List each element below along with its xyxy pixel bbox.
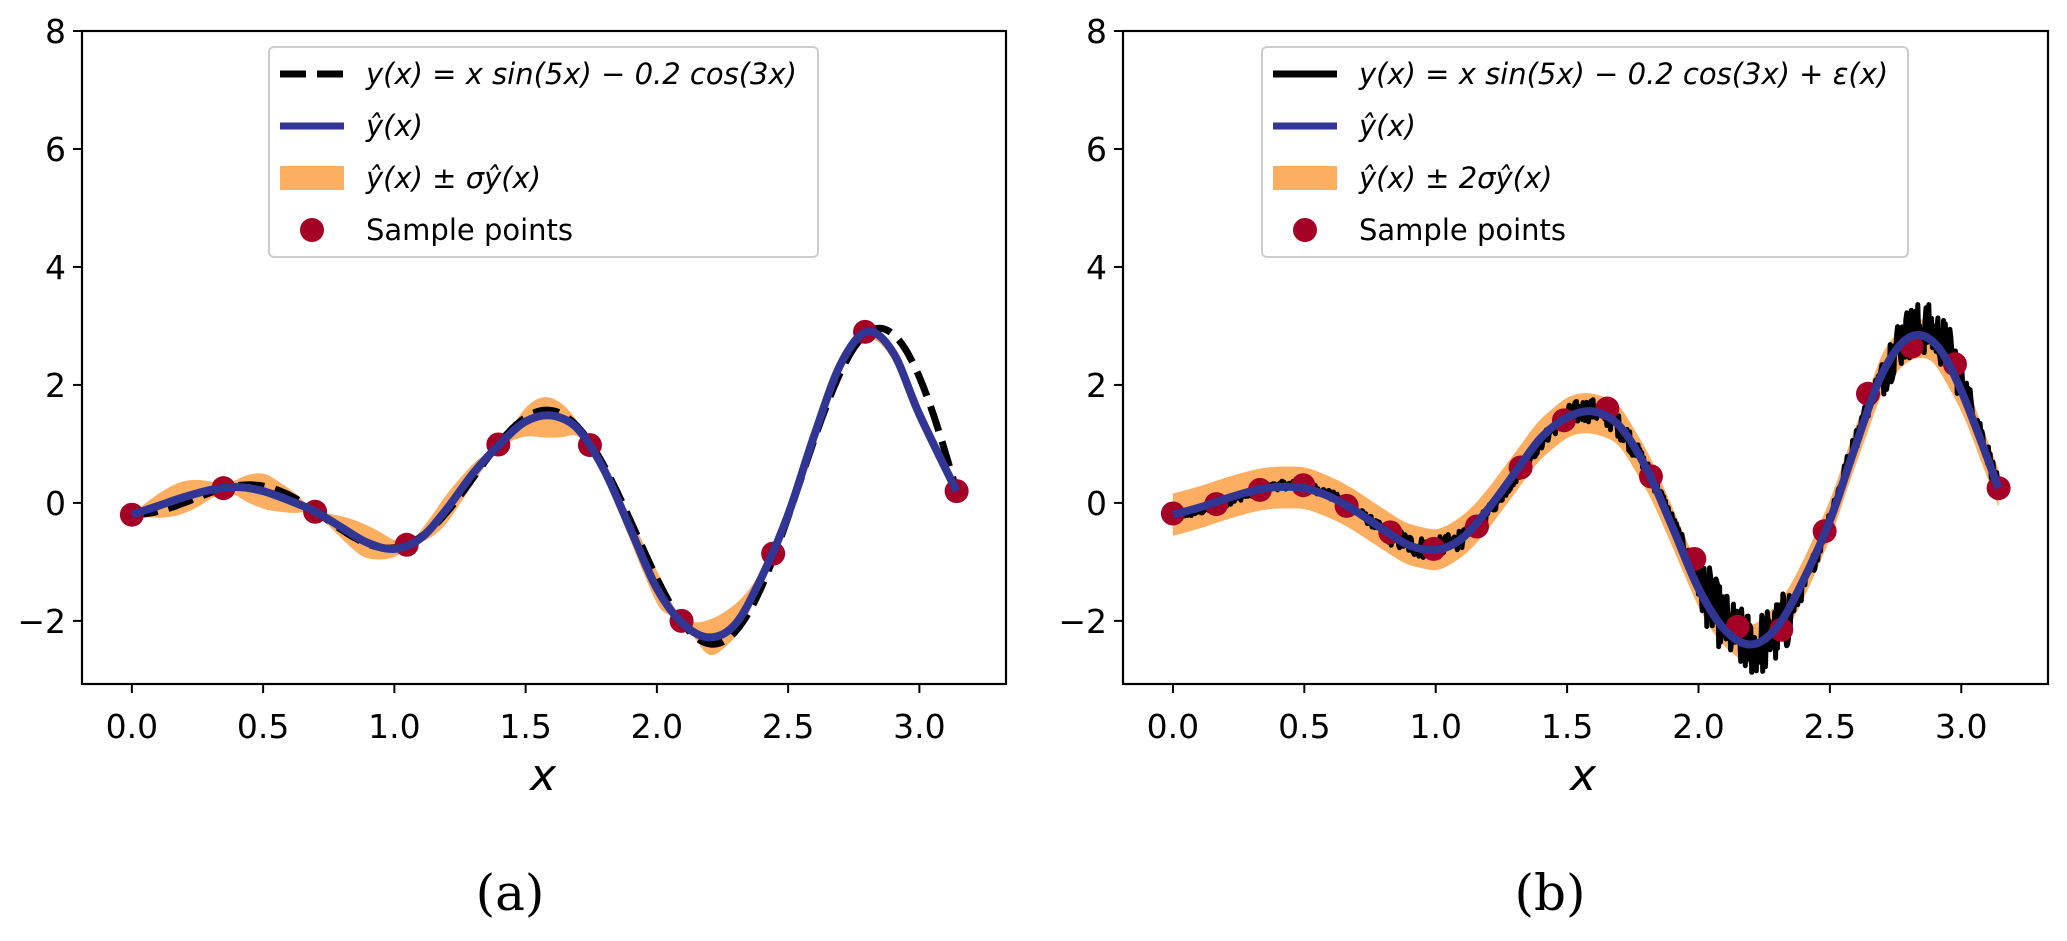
legend-frame [1261,46,1909,258]
legend-label: ŷ(x) [365,109,423,143]
legend-frame [268,46,819,258]
plot-area [1160,302,2011,675]
panel-a: 0.0 0.5 1.0 1.5 2.0 2.5 3.0 −2 0 2 4 6 8 x (a) y(x) = x… [17,12,1008,922]
legend: y(x) = x sin(5x) − 0.2 cos(3x) + ε(x) ŷ(x… [1261,46,1909,258]
x-axis-label: x [528,750,557,801]
y-tick-label: 2 [1086,366,1107,405]
x-axis-label: x [1568,750,1597,801]
x-tick-label: 2.0 [1672,707,1724,746]
y-tick-label: 4 [45,248,66,287]
x-tick-label: 0.0 [1147,707,1199,746]
legend-marker-icon [300,218,324,242]
y-tick-label: 6 [1086,130,1107,169]
legend-item: y(x) = x sin(5x) − 0.2 cos(3x) + ε(x) [1273,57,1888,91]
x-tick-label: 1.5 [1541,707,1593,746]
legend-item: ŷ(x) ± σŷ(x) [280,161,541,195]
y-tick-label: 0 [45,484,66,523]
plot-area [119,319,969,656]
panel-caption: (a) [476,864,545,922]
x-tick-label: 0.5 [1278,707,1330,746]
confidence-band [131,335,957,656]
x-tick-label: 1.0 [368,707,420,746]
x-tick-label: 0.5 [237,707,289,746]
legend-band-swatch-icon [280,166,344,190]
prediction-line [1171,331,2003,649]
legend-label: ŷ(x) [1358,109,1416,143]
legend-item: y(x) = x sin(5x) − 0.2 cos(3x) [280,57,797,91]
x-tick-label: 1.0 [1409,707,1461,746]
legend-label: Sample points [366,213,573,247]
legend-item: Sample points [1293,213,1566,247]
x-tick-label: 2.5 [762,707,814,746]
y-tick-label: 2 [45,366,66,405]
y-tick-label: 4 [1086,248,1107,287]
panel-b: 0.0 0.5 1.0 1.5 2.0 2.5 3.0 −2 0 2 4 6 8 x (b) y(x) = x… [1058,12,2050,922]
legend-item: Sample points [300,213,573,247]
x-tick-label: 2.0 [631,707,683,746]
x-tick-label: 3.0 [893,707,945,746]
prediction-line [130,327,961,642]
y-tick-label: 6 [45,130,66,169]
legend-item: ŷ(x) ± 2σŷ(x) [1273,161,1552,195]
legend-label: y(x) = x sin(5x) − 0.2 cos(3x) [365,57,797,91]
legend-label: Sample points [1359,213,1566,247]
x-tick-label: 1.5 [499,707,551,746]
x-tick-label: 0.0 [106,707,158,746]
legend-label: y(x) = x sin(5x) − 0.2 cos(3x) + ε(x) [1358,57,1888,91]
panel-caption: (b) [1514,864,1585,922]
legend-marker-icon [1293,218,1317,242]
legend-label: ŷ(x) ± 2σŷ(x) [1358,161,1552,195]
y-tick-label: 8 [45,12,66,51]
legend-item: ŷ(x) [1273,109,1416,143]
y-tick-label: −2 [17,602,66,641]
legend-label: ŷ(x) ± σŷ(x) [365,161,541,195]
y-tick-label: −2 [1058,602,1107,641]
legend-band-swatch-icon [1273,166,1337,190]
axes-frame [80,29,1008,686]
axes-frame [1121,29,2050,686]
y-tick-label: 0 [1086,484,1107,523]
legend-item: ŷ(x) [280,109,423,143]
x-tick-label: 2.5 [1804,707,1856,746]
x-tick-label: 3.0 [1935,707,1987,746]
legend: y(x) = x sin(5x) − 0.2 cos(3x) ŷ(x) ŷ(x) ±… [268,46,819,258]
y-tick-label: 8 [1086,12,1107,51]
